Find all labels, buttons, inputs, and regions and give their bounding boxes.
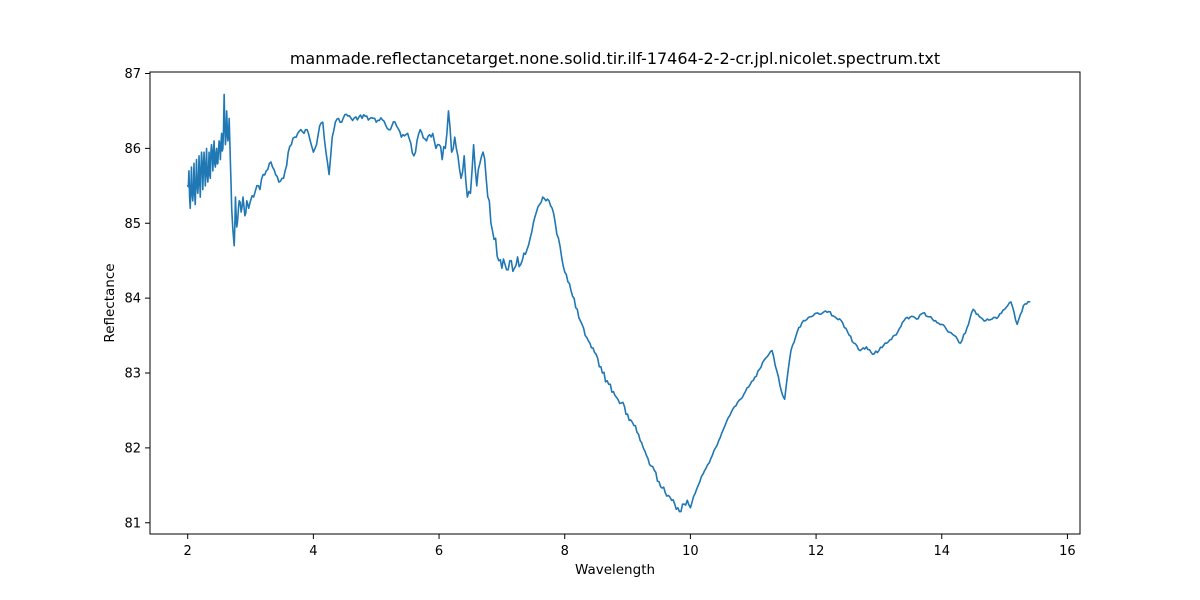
x-tick-label: 6 (435, 544, 443, 559)
y-tick-label: 87 (124, 67, 141, 82)
chart-title: manmade.reflectancetarget.none.solid.tir… (290, 49, 940, 68)
y-tick-label: 84 (124, 292, 141, 307)
y-tick-label: 86 (124, 142, 141, 157)
x-tick-label: 16 (1059, 544, 1076, 559)
x-tick-label: 2 (184, 544, 192, 559)
x-tick-label: 8 (561, 544, 569, 559)
y-tick-label: 83 (124, 367, 141, 382)
x-tick-label: 4 (309, 544, 317, 559)
axes-frame (149, 71, 1081, 535)
y-tick-label: 81 (124, 516, 141, 531)
plot-area (186, 93, 1031, 513)
y-axis: 81 82 83 84 85 86 87 (124, 67, 150, 531)
x-tick-label: 12 (808, 544, 825, 559)
x-axis-label: Wavelength (575, 562, 655, 578)
y-axis-label: Reflectance (102, 263, 118, 342)
series-line (186, 93, 1031, 513)
x-tick-label: 10 (682, 544, 699, 559)
x-axis: 2 4 6 8 10 12 14 16 (184, 534, 1076, 559)
y-tick-label: 82 (124, 441, 141, 456)
x-tick-label: 14 (933, 544, 950, 559)
y-tick-label: 85 (124, 217, 141, 232)
